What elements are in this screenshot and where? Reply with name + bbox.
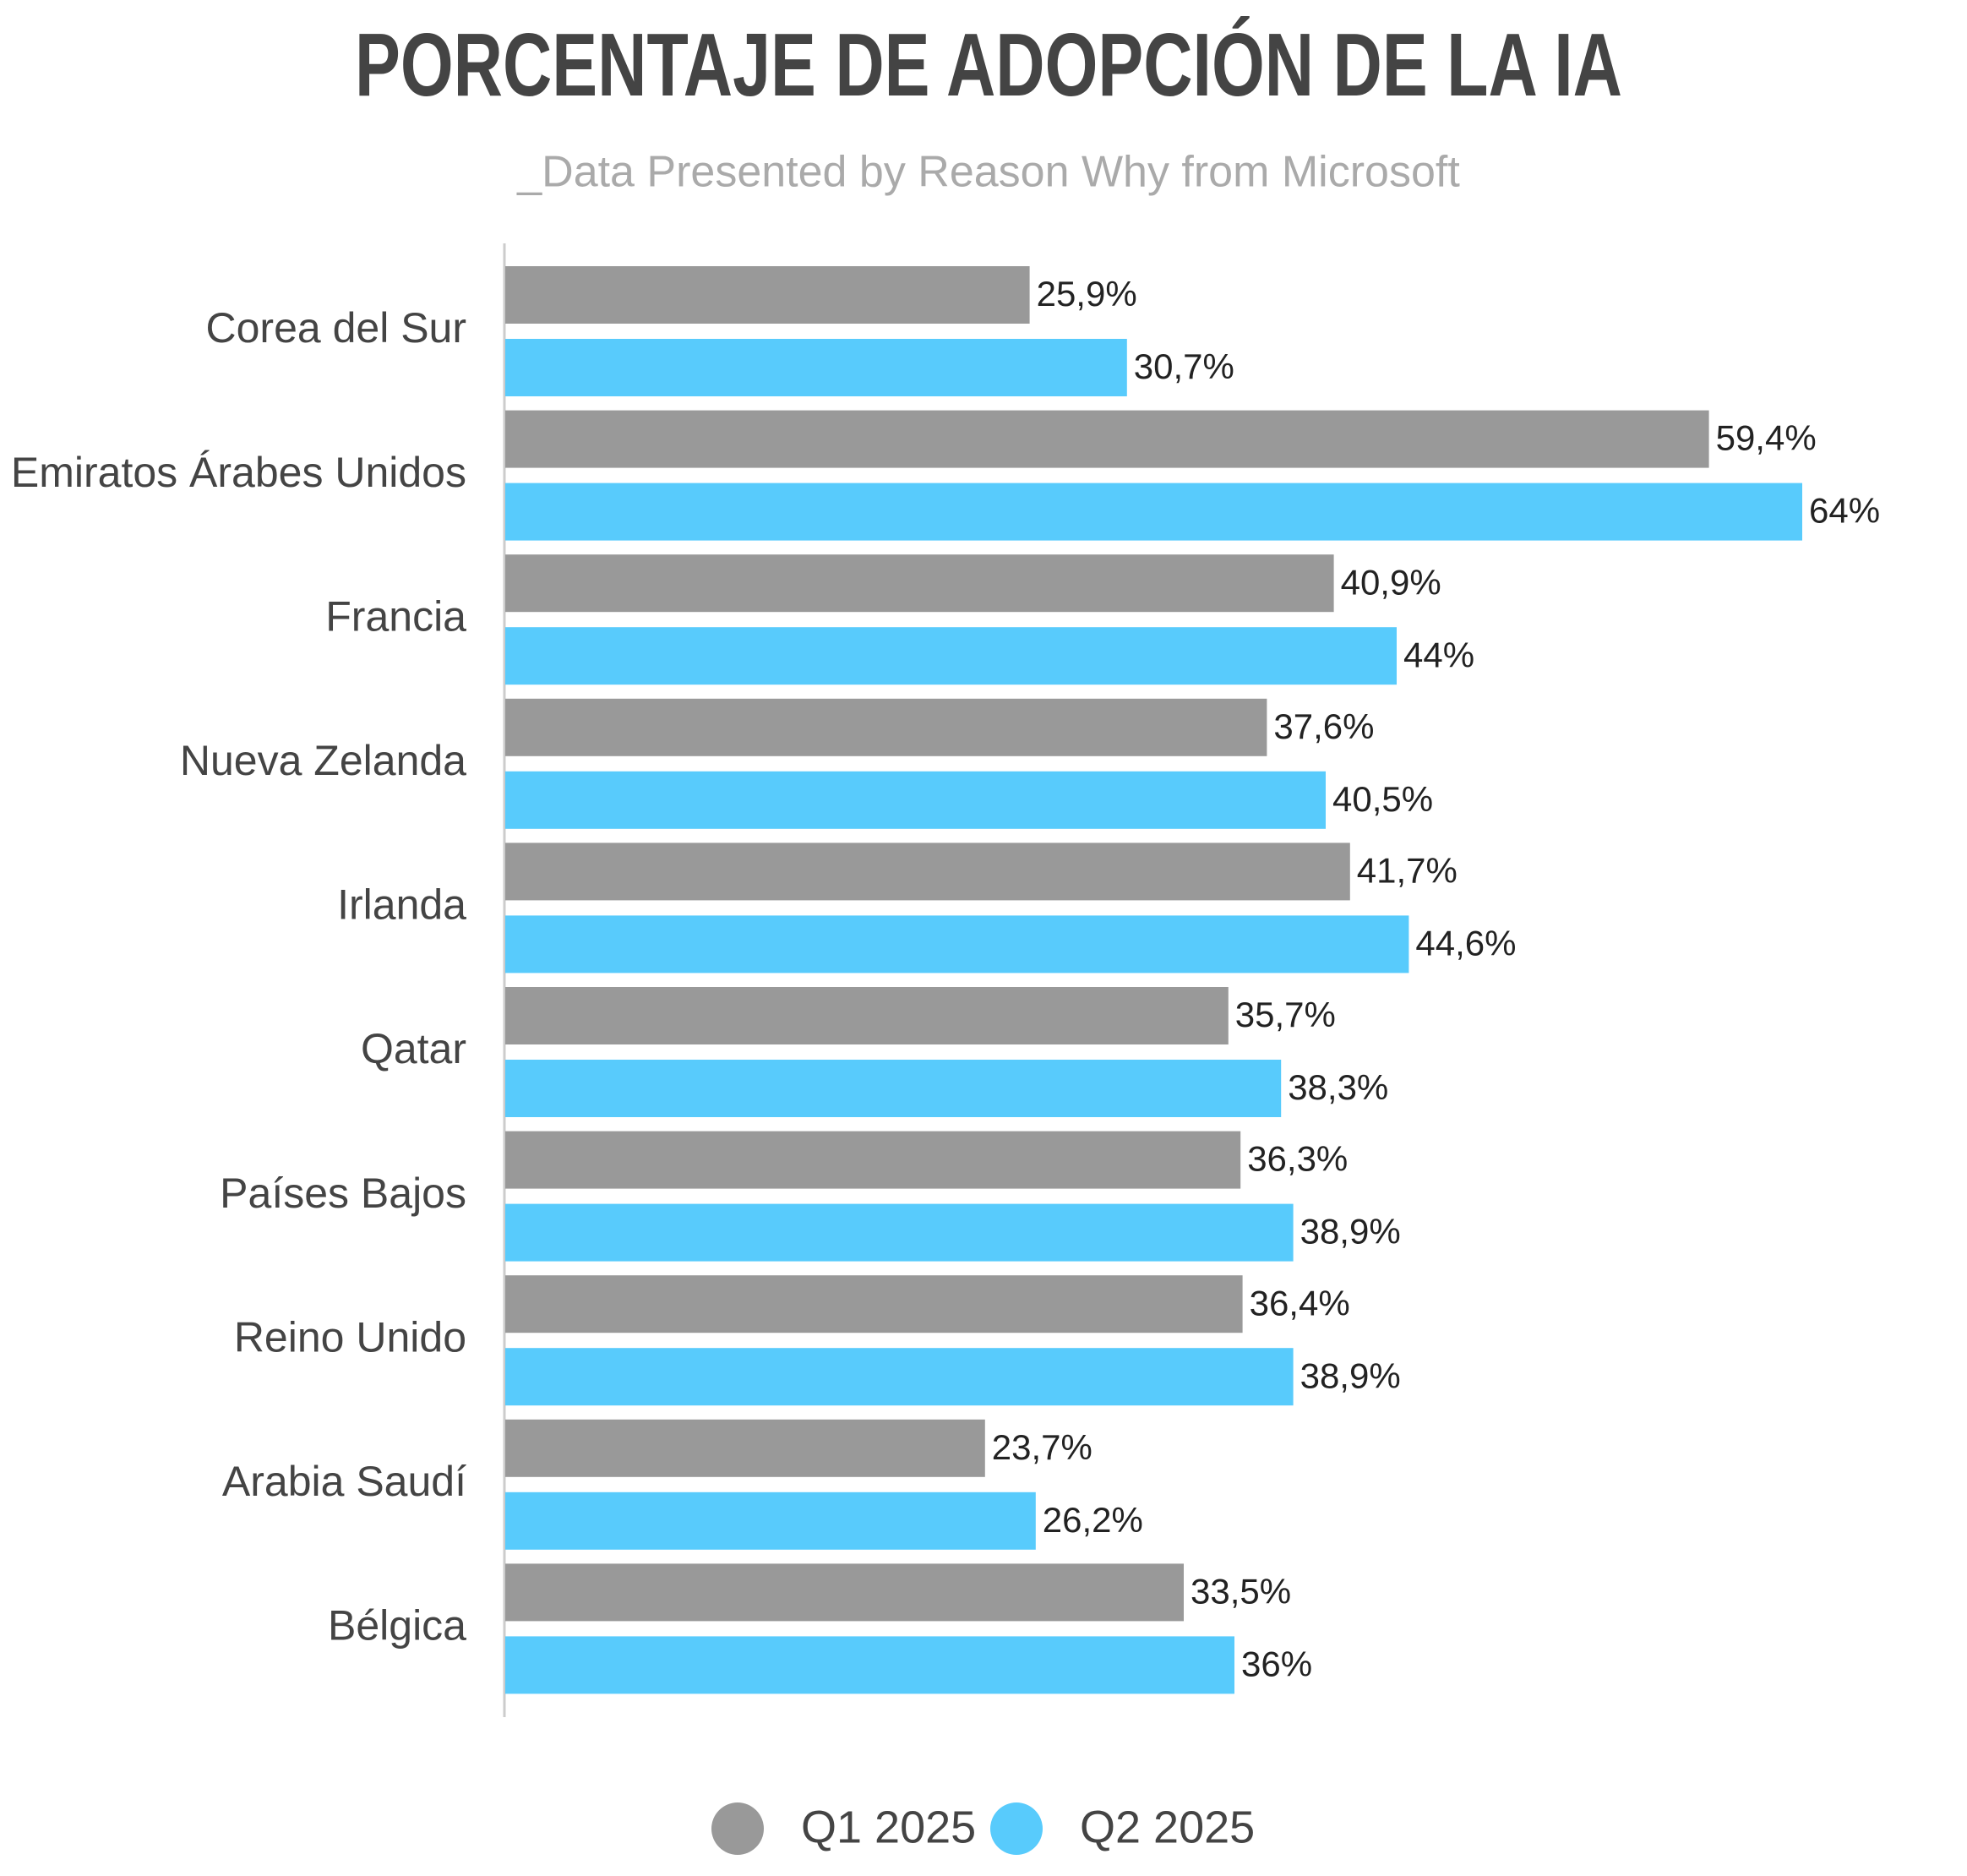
value-label: 38,9% xyxy=(1300,1212,1401,1252)
value-label: 40,5% xyxy=(1332,779,1433,819)
bar xyxy=(505,1131,1241,1189)
category-label: Arabia Saudí xyxy=(222,1458,466,1505)
bar xyxy=(505,771,1326,829)
value-label: 38,9% xyxy=(1300,1355,1401,1395)
legend-swatch xyxy=(990,1802,1043,1855)
value-label: 35,7% xyxy=(1235,995,1336,1034)
value-label: 38,3% xyxy=(1288,1067,1388,1107)
value-label: 23,7% xyxy=(992,1427,1092,1467)
legend-label: Q1 2025 xyxy=(801,1802,976,1852)
bar xyxy=(505,483,1802,541)
bar xyxy=(505,1203,1294,1262)
value-label: 30,7% xyxy=(1134,346,1234,386)
bar xyxy=(505,627,1397,685)
category-label: Nueva Zelanda xyxy=(180,737,466,784)
value-label: 36,4% xyxy=(1250,1283,1350,1322)
category-label: Irlanda xyxy=(337,881,466,929)
chart-title: PORCENTAJE DE ADOPCIÓN DE LA IA xyxy=(355,15,1622,115)
bar xyxy=(505,843,1350,901)
bar xyxy=(505,410,1709,468)
category-label: Bélgica xyxy=(328,1602,466,1650)
bar xyxy=(505,987,1229,1044)
bar xyxy=(505,1275,1243,1333)
bar xyxy=(505,1060,1282,1117)
category-label: Emiratos Árabes Unidos xyxy=(11,449,466,496)
category-label: Países Bajos xyxy=(220,1170,466,1217)
bar xyxy=(505,554,1334,613)
legend-label: Q2 2025 xyxy=(1080,1802,1255,1852)
category-label: Francia xyxy=(325,592,466,640)
bar xyxy=(505,1348,1294,1406)
value-label: 36% xyxy=(1241,1644,1312,1683)
value-label: 64% xyxy=(1809,491,1880,531)
value-label: 36,3% xyxy=(1247,1139,1348,1179)
value-label: 25,9% xyxy=(1037,274,1137,314)
chart-subtitle: _Data Presented by Reason Why from Micro… xyxy=(516,148,1460,197)
bar xyxy=(505,1636,1234,1694)
bar xyxy=(505,698,1267,756)
value-label: 44% xyxy=(1403,635,1474,674)
value-label: 37,6% xyxy=(1273,706,1374,746)
bar xyxy=(505,339,1127,396)
bar xyxy=(505,1419,985,1477)
legend-swatch xyxy=(711,1802,764,1855)
bar xyxy=(505,1492,1036,1550)
value-label: 41,7% xyxy=(1357,850,1458,890)
category-label: Reino Unido xyxy=(234,1313,466,1361)
bar xyxy=(505,266,1030,324)
value-label: 59,4% xyxy=(1716,418,1817,458)
bar xyxy=(505,1563,1184,1622)
bar xyxy=(505,915,1409,973)
value-label: 40,9% xyxy=(1341,562,1441,602)
value-label: 44,6% xyxy=(1415,923,1516,963)
category-label: Corea del Sur xyxy=(206,304,467,352)
category-label: Qatar xyxy=(361,1025,466,1072)
value-label: 33,5% xyxy=(1191,1571,1291,1611)
value-label: 26,2% xyxy=(1043,1500,1143,1540)
